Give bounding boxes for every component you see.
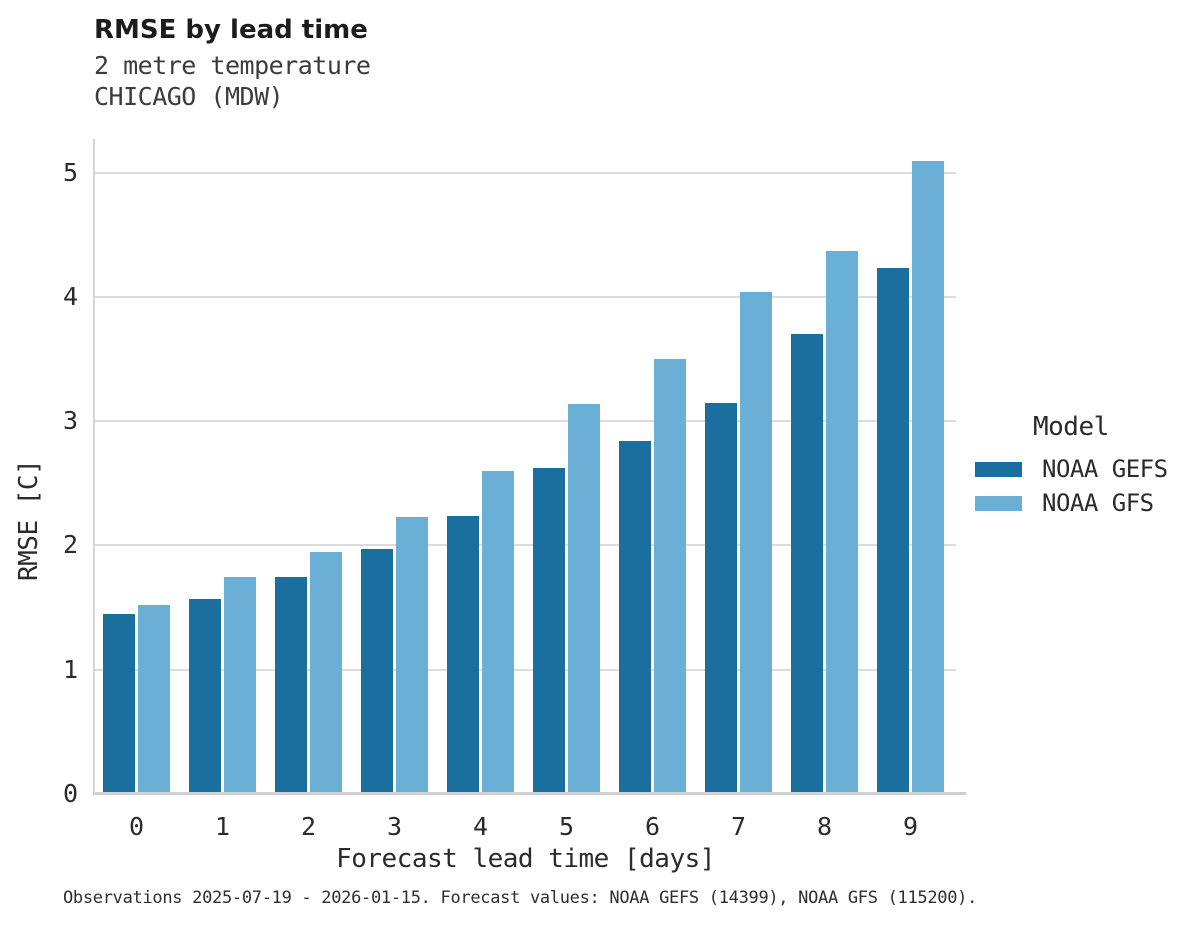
y-axis-spine <box>93 139 95 794</box>
legend: Model NOAA GEFS NOAA GFS <box>975 412 1168 520</box>
bar-noaa-gfs-lead-8 <box>826 250 858 794</box>
legend-label: NOAA GFS <box>1042 489 1154 517</box>
bar-noaa-gfs-lead-0 <box>138 605 170 794</box>
x-tick-label-7: 7 <box>730 812 747 841</box>
y-tick-label-2: 2 <box>62 530 78 560</box>
bar-noaa-gefs-lead-8 <box>791 334 823 794</box>
y-tick-label-1: 1 <box>62 654 78 684</box>
bar-noaa-gefs-lead-9 <box>877 268 909 794</box>
x-tick-label-0: 0 <box>128 812 145 841</box>
bar-noaa-gefs-lead-6 <box>619 441 651 794</box>
y-tick-label-4: 4 <box>62 281 78 311</box>
footer-caption: Observations 2025-07-19 - 2026-01-15. Fo… <box>63 888 978 908</box>
legend-swatch-icon <box>975 495 1022 511</box>
bar-noaa-gfs-lead-3 <box>396 516 428 794</box>
x-tick-label-6: 6 <box>644 812 661 841</box>
gridline-y-4 <box>95 295 956 298</box>
x-tick-label-3: 3 <box>386 812 403 841</box>
gridline-y-3 <box>95 420 956 423</box>
bar-noaa-gfs-lead-7 <box>740 291 772 794</box>
legend-title: Model <box>1033 412 1109 442</box>
bar-noaa-gefs-lead-5 <box>533 468 565 794</box>
x-axis-label: Forecast lead time [days] <box>336 844 715 874</box>
y-tick-label-3: 3 <box>62 406 78 436</box>
plot-area <box>93 139 956 794</box>
y-tick-label-0: 0 <box>62 779 78 808</box>
x-tick-label-1: 1 <box>214 812 231 841</box>
bar-noaa-gefs-lead-7 <box>705 402 737 794</box>
legend-entries: NOAA GEFS NOAA GFS <box>975 452 1168 520</box>
legend-entry-noaa-gefs: NOAA GEFS <box>975 452 1168 486</box>
bar-noaa-gfs-lead-6 <box>654 359 686 794</box>
legend-swatch-icon <box>975 461 1022 477</box>
legend-entry-noaa-gfs: NOAA GFS <box>975 486 1168 520</box>
bar-noaa-gefs-lead-1 <box>189 598 221 794</box>
bar-noaa-gfs-lead-5 <box>568 403 600 794</box>
bar-noaa-gfs-lead-1 <box>224 576 256 794</box>
bar-noaa-gefs-lead-0 <box>103 613 135 794</box>
x-tick-label-5: 5 <box>558 812 575 841</box>
gridline-y-5 <box>95 171 956 174</box>
chart-title: RMSE by lead time <box>94 15 368 45</box>
chart-subtitle-station: CHICAGO (MDW) <box>94 82 284 111</box>
x-axis-spine <box>93 792 966 795</box>
x-tick-label-8: 8 <box>816 812 833 841</box>
bar-noaa-gefs-lead-2 <box>275 576 307 794</box>
x-tick-label-4: 4 <box>472 812 489 841</box>
gridline-y-1 <box>95 668 956 671</box>
bar-noaa-gefs-lead-4 <box>447 515 479 794</box>
x-tick-label-2: 2 <box>300 812 317 841</box>
bar-noaa-gefs-lead-3 <box>361 549 393 794</box>
legend-label: NOAA GEFS <box>1042 455 1168 483</box>
gridline-y-2 <box>95 544 956 547</box>
bar-noaa-gfs-lead-9 <box>912 161 944 794</box>
bar-noaa-gfs-lead-2 <box>310 551 342 794</box>
y-tick-label-5: 5 <box>62 157 78 187</box>
bar-noaa-gfs-lead-4 <box>482 470 514 794</box>
chart-subtitle-variable: 2 metre temperature <box>94 51 371 80</box>
x-tick-label-9: 9 <box>902 812 919 841</box>
